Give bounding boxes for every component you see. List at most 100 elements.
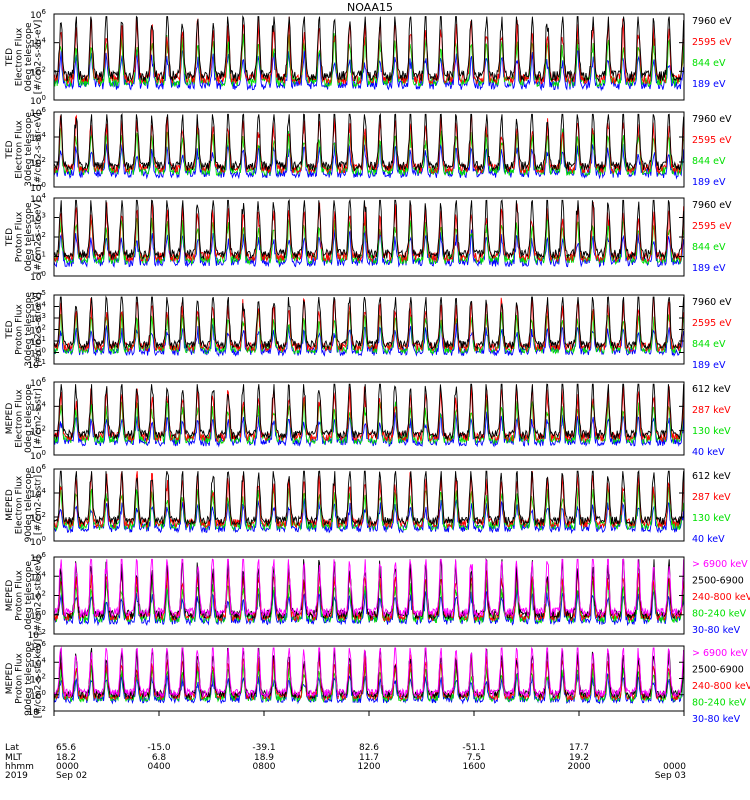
- y-tick-exponent: 2: [42, 65, 46, 73]
- x-tick-date: Sep 02: [56, 771, 87, 781]
- x-tick-mlt: 19.2: [569, 753, 589, 763]
- y-axis-label-line: [#/cm2-s-str-keV]: [34, 639, 44, 718]
- y-axis-label-line: Electron Flux: [15, 120, 25, 179]
- x-tick-time: 0000: [56, 762, 79, 772]
- legend-entry: 287 keV: [692, 492, 731, 503]
- y-tick-exponent: 4: [42, 192, 47, 200]
- y-tick-exponent: 2: [42, 590, 46, 598]
- y-axis-label: TED Electron Flux 30deg telescope [#/cm2-s-…: [5, 112, 44, 187]
- trace-7960-ev: [53, 14, 685, 83]
- x-tick-mlt: 11.7: [359, 753, 379, 763]
- y-axis-label: TED Electron Flux 0deg telescope [#/cm2-s-s…: [5, 20, 44, 95]
- y-axis-label-line: [#/cm2-s-str]: [34, 388, 44, 448]
- x-tick-lat: 17.7: [569, 743, 589, 753]
- y-tick-base: 10: [30, 97, 42, 107]
- y-axis-label-line: Proton Flux: [15, 653, 25, 704]
- y-tick-label: 106: [30, 640, 46, 653]
- y-tick-label: 106: [30, 551, 46, 564]
- y-tick-base: 10: [28, 631, 40, 641]
- y-axis-label: MEPED Proton Flux 0deg telescope [#/cm2-s-s…: [5, 556, 44, 635]
- legend-entry: 2595 eV: [692, 318, 732, 329]
- y-axis-label-line: 90deg telescope: [24, 467, 34, 542]
- x-tick-lat: -39.1: [252, 743, 275, 753]
- y-tick-exponent: -2: [39, 628, 46, 636]
- legend-entry: 30-80 keV: [692, 625, 741, 636]
- y-tick-label: 102: [30, 156, 46, 169]
- y-axis-label-line: [#/cm2-s-str-eV]: [34, 200, 44, 275]
- y-axis-label-line: Electron Flux: [15, 475, 25, 534]
- y-tick-label: 100: [30, 449, 46, 462]
- trace-7960-ev: [53, 112, 685, 172]
- y-tick-base: 10: [30, 403, 42, 413]
- y-tick-exponent: 6: [42, 463, 47, 471]
- y-tick-exponent: 4: [42, 301, 47, 309]
- legend-entry: 2500-6900: [692, 576, 744, 587]
- y-axis-label-line: 0deg telescope: [24, 22, 34, 92]
- y-axis-label-line: 30deg telescope: [24, 112, 34, 187]
- y-tick-base: 10: [30, 109, 42, 119]
- y-axis-label-line: [#/cm2-s-str-eV]: [34, 292, 44, 367]
- trace--6900-kev: [53, 558, 685, 618]
- y-tick-exponent: 5: [42, 289, 46, 297]
- y-axis-label-line: 0deg telescope: [24, 561, 34, 631]
- y-axis-label-line: [#/cm2-s-str-eV]: [34, 112, 44, 187]
- x-tick-mlt: 18.2: [56, 753, 76, 763]
- y-tick-exponent: -2: [39, 705, 46, 713]
- y-tick-label: 100: [30, 535, 46, 548]
- y-axis-label-line: [#/cm2-s-str]: [34, 475, 44, 535]
- legend-entry: 287 keV: [692, 405, 731, 416]
- legend-entry: 2595 eV: [692, 37, 732, 48]
- y-tick-label: 104: [30, 570, 46, 583]
- x-tick-mlt: 6.8: [152, 753, 167, 763]
- y-tick-exponent: 4: [42, 570, 47, 578]
- y-tick-base: 10: [30, 327, 42, 337]
- legend-entry: 189 eV: [692, 360, 726, 371]
- x-tick-time: 1600: [463, 762, 486, 772]
- y-tick-exponent: 0: [42, 689, 46, 697]
- y-tick-label: 102: [30, 673, 46, 686]
- trace-7960-ev: [53, 295, 685, 351]
- x-tick-lat: 65.6: [56, 743, 76, 753]
- y-tick-exponent: 4: [42, 487, 47, 495]
- y-axis-label: MEPED Electron Flux 90deg telescope [#/cm2-…: [5, 467, 44, 542]
- trace-844-ev: [53, 33, 685, 89]
- y-axis-label-line: TED: [5, 48, 15, 67]
- y-axis-label-line: 0deg telescope: [24, 384, 34, 454]
- y-tick-base: 10: [30, 379, 42, 389]
- y-tick-label: 102: [30, 590, 46, 603]
- y-tick-exponent: 2: [42, 156, 46, 164]
- y-tick-label: 104: [30, 487, 46, 500]
- y-tick-base: 10: [30, 692, 42, 702]
- y-tick-base: 10: [30, 573, 42, 583]
- y-axis-label-line: [#/cm2-s-str-keV]: [34, 556, 44, 635]
- y-tick-label: 106: [30, 8, 46, 21]
- y-tick-label: 10-2: [28, 705, 46, 718]
- y-tick-label: 10-1: [28, 358, 46, 371]
- trace-612-kev: [53, 383, 685, 441]
- y-axis-label-line: 30deg telescope: [24, 292, 34, 367]
- y-tick-base: 10: [30, 273, 42, 283]
- y-tick-label: 100: [30, 181, 46, 194]
- y-tick-exponent: 0: [42, 181, 46, 189]
- y-tick-label: 100: [30, 270, 46, 283]
- x-tick-mlt: 18.9: [254, 753, 274, 763]
- legend-entry: 7960 eV: [692, 114, 732, 125]
- y-tick-exponent: 0: [42, 535, 46, 543]
- y-tick-base: 10: [30, 195, 42, 205]
- y-axis-label-line: Proton Flux: [15, 211, 25, 262]
- y-tick-base: 10: [30, 612, 42, 622]
- y-tick-exponent: 2: [42, 425, 46, 433]
- y-tick-base: 10: [28, 708, 40, 718]
- y-tick-label: 100: [30, 347, 46, 360]
- y-tick-label: 100: [30, 609, 46, 622]
- y-tick-label: 102: [30, 231, 46, 244]
- legend-entry: 189 eV: [692, 263, 726, 274]
- y-axis-label-line: MEPED: [5, 580, 15, 612]
- x-row-label: 2019: [5, 771, 28, 781]
- y-tick-base: 10: [30, 452, 42, 462]
- y-tick-base: 10: [30, 134, 42, 144]
- legend-entry: 612 keV: [692, 471, 731, 482]
- y-tick-label: 105: [30, 289, 46, 302]
